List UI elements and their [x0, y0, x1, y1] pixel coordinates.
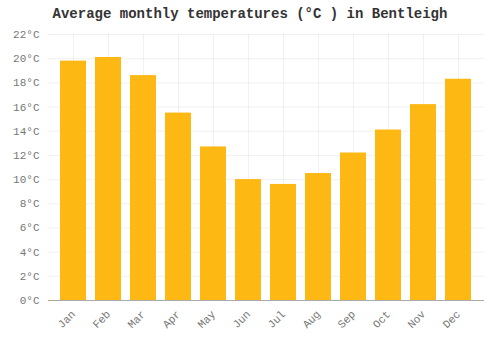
svg-text:4°C: 4°C — [20, 247, 40, 259]
svg-text:Apr: Apr — [161, 308, 183, 330]
svg-text:20°C: 20°C — [13, 53, 40, 65]
svg-text:Jul: Jul — [266, 308, 288, 330]
svg-text:16°C: 16°C — [13, 102, 40, 114]
svg-text:Dec: Dec — [441, 308, 463, 330]
svg-text:Jun: Jun — [231, 308, 253, 330]
svg-text:Mar: Mar — [126, 308, 148, 330]
svg-text:8°C: 8°C — [20, 198, 40, 210]
svg-text:22°C: 22°C — [13, 29, 40, 41]
svg-text:Aug: Aug — [301, 308, 323, 330]
svg-text:14°C: 14°C — [13, 126, 40, 138]
svg-text:Sep: Sep — [336, 308, 358, 330]
svg-text:18°C: 18°C — [13, 77, 40, 89]
svg-text:Feb: Feb — [91, 308, 113, 330]
svg-text:Oct: Oct — [371, 308, 393, 330]
svg-text:6°C: 6°C — [20, 222, 40, 234]
svg-text:Jan: Jan — [56, 308, 78, 330]
svg-text:2°C: 2°C — [20, 271, 40, 283]
svg-text:12°C: 12°C — [13, 150, 40, 162]
svg-text:10°C: 10°C — [13, 174, 40, 186]
svg-text:0°C: 0°C — [20, 295, 40, 307]
svg-text:Nov: Nov — [406, 308, 429, 331]
svg-text:May: May — [196, 308, 219, 331]
html-text:Average monthly temperatures (: Average monthly temperatures (°C ) in Be… — [52, 6, 448, 22]
